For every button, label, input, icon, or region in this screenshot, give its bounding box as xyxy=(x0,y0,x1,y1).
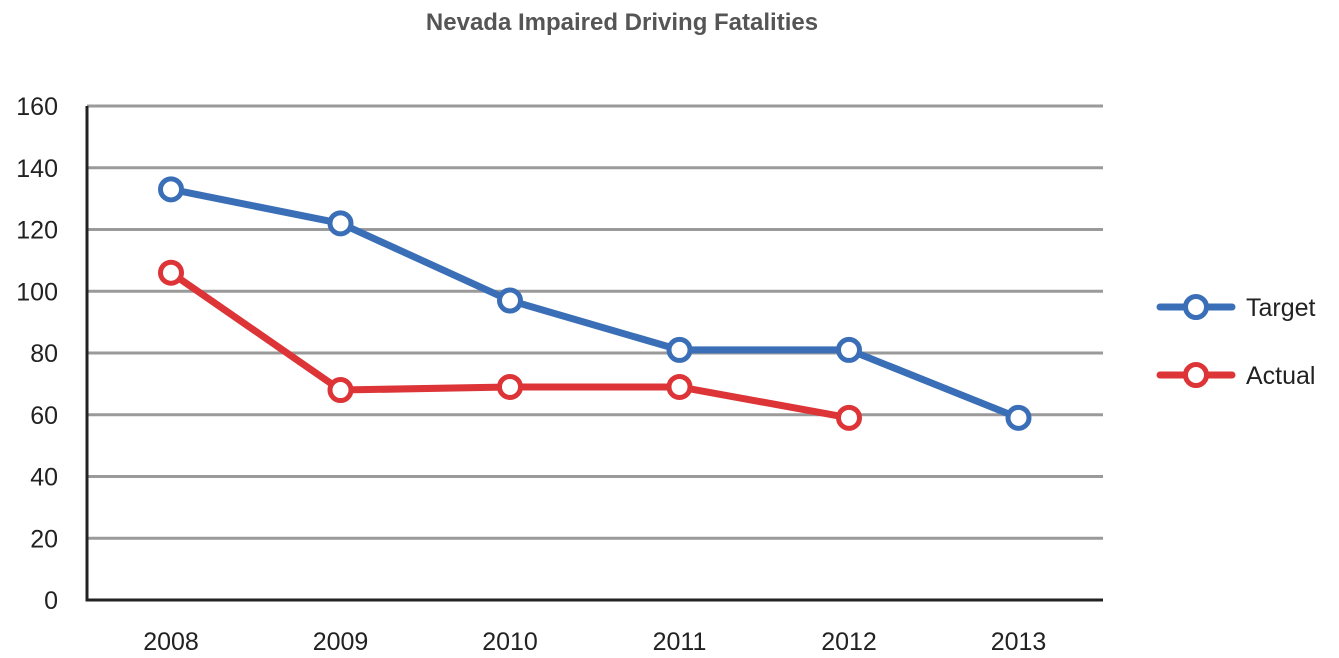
legend: Target Actual xyxy=(1156,294,1316,390)
y-tick-label-40: 40 xyxy=(30,464,58,492)
x-tick-label-2010: 2010 xyxy=(482,628,538,656)
legend-swatch-marker-target xyxy=(1183,294,1209,320)
x-axis-tick-labels: 2008 2009 2010 2011 2012 2013 xyxy=(143,628,1046,656)
series-actual xyxy=(158,259,862,431)
series-target xyxy=(158,176,1032,431)
legend-item-target: Target xyxy=(1156,294,1316,322)
data-point-target-2013 xyxy=(1005,404,1032,431)
y-tick-label-60: 60 xyxy=(30,402,58,430)
legend-label-target: Target xyxy=(1246,294,1316,322)
data-point-actual-2008 xyxy=(158,259,184,286)
series-line-target xyxy=(167,185,1022,422)
series-lines xyxy=(158,176,1032,431)
x-tick-label-2009: 2009 xyxy=(313,628,369,656)
data-point-target-2012 xyxy=(836,336,862,363)
y-tick-label-0: 0 xyxy=(44,587,58,615)
data-point-target-2008 xyxy=(158,176,184,203)
y-tick-label-120: 120 xyxy=(16,217,58,245)
y-tick-label-20: 20 xyxy=(30,525,58,553)
axes xyxy=(85,106,1103,602)
y-tick-label-100: 100 xyxy=(16,278,58,306)
data-point-actual-2010 xyxy=(497,373,523,400)
y-tick-label-140: 140 xyxy=(16,155,58,183)
data-point-target-2011 xyxy=(666,336,693,363)
legend-item-actual: Actual xyxy=(1156,362,1315,390)
data-point-actual-2012 xyxy=(836,404,862,431)
data-point-target-2009 xyxy=(327,210,354,237)
x-tick-label-2012: 2012 xyxy=(821,628,877,656)
gridlines xyxy=(87,104,1103,540)
x-tick-label-2008: 2008 xyxy=(143,628,199,656)
x-tick-label-2013: 2013 xyxy=(991,628,1047,656)
chart-title: Nevada Impaired Driving Fatalities xyxy=(426,9,818,36)
data-point-target-2010 xyxy=(497,287,523,314)
data-point-actual-2011 xyxy=(666,373,693,400)
y-axis-tick-labels: 0 20 40 60 80 100 120 140 160 xyxy=(16,93,58,615)
legend-swatch-marker-actual xyxy=(1183,362,1209,388)
y-tick-label-160: 160 xyxy=(16,93,58,121)
y-tick-label-80: 80 xyxy=(30,340,58,368)
x-tick-label-2011: 2011 xyxy=(653,628,707,656)
legend-label-actual: Actual xyxy=(1246,362,1315,390)
data-point-actual-2009 xyxy=(327,377,354,404)
